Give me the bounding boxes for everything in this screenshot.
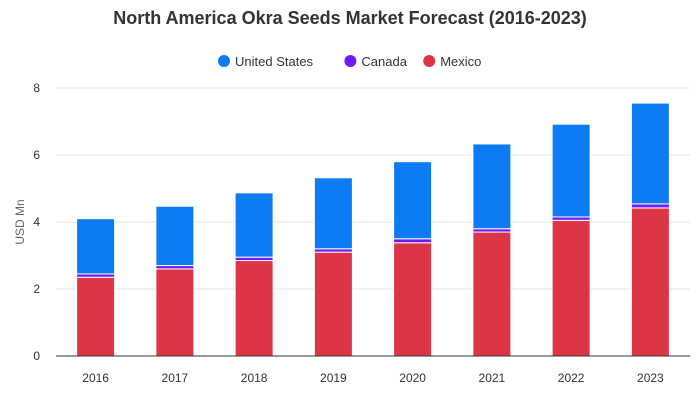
legend-swatch <box>344 55 357 67</box>
y-tick-label: 6 <box>33 148 40 162</box>
bar-segment-canada <box>551 216 591 221</box>
bar-segment-canada <box>630 203 670 209</box>
chart-title: North America Okra Seeds Market Forecast… <box>113 8 587 28</box>
y-tick-label: 4 <box>33 215 40 229</box>
bar-segment-canada <box>393 238 433 244</box>
y-tick-label: 2 <box>33 282 40 296</box>
legend-swatch <box>218 55 230 67</box>
x-tick-label: 2022 <box>558 371 585 385</box>
legend-label: Mexico <box>440 54 481 69</box>
bar-segment-mexico <box>393 242 433 357</box>
bar-segment-mexico <box>630 207 670 357</box>
x-tick-label: 2020 <box>399 371 426 385</box>
legend-item[interactable]: United States <box>218 54 314 69</box>
bar-segment-united-states <box>76 218 116 275</box>
grid <box>56 87 690 290</box>
bars <box>76 102 670 357</box>
bar-segment-united-states <box>630 102 670 205</box>
bar-segment-united-states <box>234 192 274 258</box>
legend-label: United States <box>235 54 314 69</box>
bar-segment-united-states <box>551 123 591 218</box>
x-tick-label: 2018 <box>241 371 268 385</box>
bar-segment-united-states <box>472 143 512 230</box>
bar-segment-mexico <box>472 231 512 357</box>
x-tick-label: 2021 <box>479 371 506 385</box>
bar-segment-mexico <box>313 251 353 357</box>
bar-segment-canada <box>76 273 116 278</box>
legend-item[interactable]: Canada <box>344 54 408 69</box>
y-axis: 0 2 4 6 8 <box>33 81 40 363</box>
x-tick-label: 2017 <box>162 371 189 385</box>
x-axis: 2016 2017 2018 2019 2020 2021 2022 2023 <box>56 355 690 385</box>
x-tick-label: 2023 <box>637 371 664 385</box>
x-tick-label: 2016 <box>82 371 109 385</box>
bar-segment-canada <box>472 228 512 233</box>
bar-segment-mexico <box>155 268 195 357</box>
bar-segment-mexico <box>76 276 116 357</box>
bar-segment-canada <box>313 248 353 253</box>
bar-segment-united-states <box>313 177 353 250</box>
legend-item[interactable]: Mexico <box>423 54 481 69</box>
bar-segment-united-states <box>155 205 195 267</box>
bar-segment-canada <box>155 265 195 270</box>
bar-segment-canada <box>234 256 274 262</box>
y-axis-label: USD Mn <box>13 199 27 244</box>
y-tick-label: 0 <box>33 349 40 363</box>
bar-segment-united-states <box>393 161 433 240</box>
bar-segment-mexico <box>234 260 274 357</box>
bar-segment-mexico <box>551 219 591 357</box>
legend: United States Canada Mexico <box>218 54 481 69</box>
legend-label: Canada <box>361 54 407 69</box>
legend-swatch <box>423 55 436 67</box>
x-tick-label: 2019 <box>320 371 347 385</box>
y-tick-label: 8 <box>33 81 40 95</box>
